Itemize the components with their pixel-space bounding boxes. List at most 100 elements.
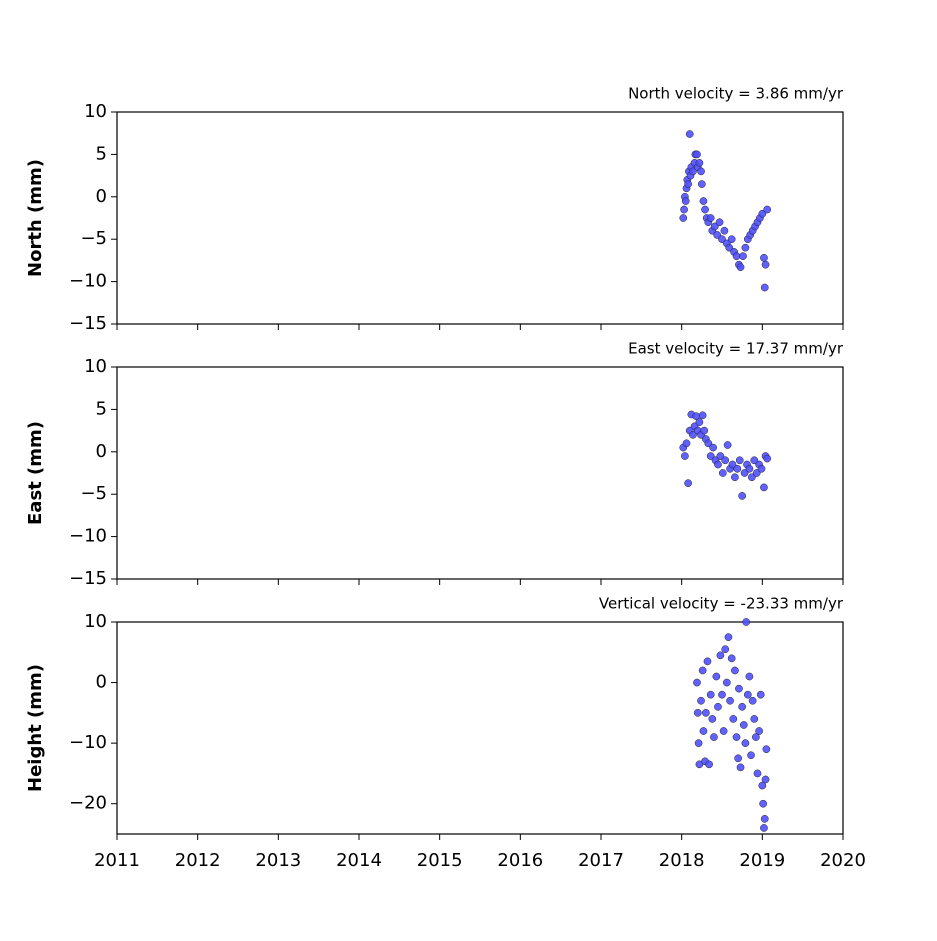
x-tick-label: 2015 bbox=[417, 850, 463, 871]
data-point bbox=[721, 456, 730, 465]
data-point bbox=[718, 235, 726, 244]
data-point bbox=[747, 751, 755, 760]
data-point bbox=[756, 690, 765, 699]
x-tick-label: 2017 bbox=[578, 850, 624, 871]
y-axis-label: Height (mm) bbox=[25, 664, 46, 792]
data-point bbox=[703, 657, 712, 666]
y-tick-label: −10 bbox=[69, 271, 107, 292]
data-point bbox=[741, 243, 750, 252]
data-point bbox=[731, 666, 739, 675]
data-point bbox=[760, 483, 768, 492]
plot-area bbox=[116, 621, 844, 835]
data-point bbox=[710, 733, 718, 741]
data-point bbox=[758, 781, 767, 790]
data-point bbox=[718, 469, 727, 477]
data-point bbox=[715, 218, 724, 227]
y-axis-label: North (mm) bbox=[25, 159, 46, 277]
data-point bbox=[695, 159, 704, 167]
data-point bbox=[689, 430, 697, 439]
panel-title: Vertical velocity = -23.33 mm/yr bbox=[599, 595, 844, 613]
y-tick-label: 10 bbox=[84, 611, 107, 632]
data-point bbox=[760, 254, 768, 262]
y-tick-label: 0 bbox=[96, 186, 107, 207]
data-point bbox=[699, 197, 708, 205]
data-point bbox=[720, 226, 729, 235]
data-point bbox=[738, 702, 747, 711]
y-tick-label: −20 bbox=[69, 793, 107, 814]
data-point bbox=[759, 799, 767, 808]
data-point bbox=[752, 469, 761, 477]
data-point bbox=[697, 180, 706, 188]
data-point bbox=[735, 456, 744, 465]
y-axis-label: East (mm) bbox=[25, 421, 46, 525]
x-tick-label: 2020 bbox=[820, 850, 866, 871]
y-tick-label: 10 bbox=[84, 356, 107, 377]
data-point bbox=[733, 464, 742, 473]
data-point bbox=[702, 709, 710, 717]
data-point bbox=[697, 167, 705, 176]
data-point bbox=[752, 733, 760, 741]
data-point bbox=[706, 452, 715, 460]
data-point bbox=[705, 760, 713, 769]
data-point bbox=[701, 205, 709, 214]
data-point bbox=[697, 696, 705, 705]
data-point bbox=[763, 205, 772, 214]
data-point bbox=[695, 418, 704, 426]
panel-title: East velocity = 17.37 mm/yr bbox=[628, 340, 844, 358]
data-point bbox=[689, 167, 697, 176]
data-point bbox=[714, 460, 722, 469]
data-point bbox=[731, 473, 739, 482]
data-point bbox=[700, 426, 709, 435]
data-point bbox=[693, 150, 701, 159]
data-point bbox=[722, 678, 731, 687]
data-point bbox=[724, 633, 733, 641]
y-tick-label: −10 bbox=[69, 732, 107, 753]
plot-area bbox=[116, 366, 844, 580]
data-point bbox=[679, 214, 688, 222]
data-point bbox=[755, 727, 763, 735]
data-point bbox=[748, 696, 757, 705]
data-point bbox=[716, 452, 725, 460]
x-tick-label: 2019 bbox=[739, 850, 785, 871]
data-point bbox=[732, 733, 741, 741]
data-point bbox=[729, 715, 738, 723]
data-point bbox=[728, 460, 737, 469]
data-point bbox=[739, 721, 748, 729]
data-point bbox=[694, 739, 703, 747]
data-point bbox=[718, 690, 726, 699]
y-tick-label: 0 bbox=[96, 672, 107, 693]
data-point bbox=[745, 672, 754, 681]
data-point bbox=[713, 231, 722, 239]
data-point bbox=[745, 464, 754, 473]
data-point bbox=[693, 709, 702, 717]
data-point bbox=[706, 214, 715, 222]
data-point bbox=[684, 479, 692, 488]
data-point bbox=[742, 618, 751, 626]
data-point bbox=[750, 456, 759, 465]
x-tick-label: 2016 bbox=[497, 850, 543, 871]
data-point bbox=[761, 260, 770, 269]
data-point bbox=[699, 727, 708, 735]
data-point bbox=[710, 222, 719, 231]
data-point bbox=[685, 130, 694, 138]
data-point bbox=[740, 469, 749, 477]
y-tick-label: −5 bbox=[80, 483, 107, 504]
data-point bbox=[734, 754, 742, 763]
data-point bbox=[726, 696, 734, 705]
data-point bbox=[736, 763, 745, 772]
data-point bbox=[732, 252, 741, 261]
data-point bbox=[761, 775, 770, 784]
data-point bbox=[735, 684, 743, 693]
x-tick-label: 2011 bbox=[94, 850, 140, 871]
data-point bbox=[684, 180, 692, 188]
data-point bbox=[760, 283, 769, 292]
data-point bbox=[750, 715, 759, 723]
data-point bbox=[743, 690, 752, 699]
y-tick-label: −10 bbox=[69, 526, 107, 547]
data-point bbox=[719, 727, 728, 735]
x-tick-label: 2018 bbox=[659, 850, 705, 871]
data-point bbox=[712, 672, 721, 681]
data-point bbox=[725, 243, 734, 252]
data-point bbox=[723, 441, 732, 449]
